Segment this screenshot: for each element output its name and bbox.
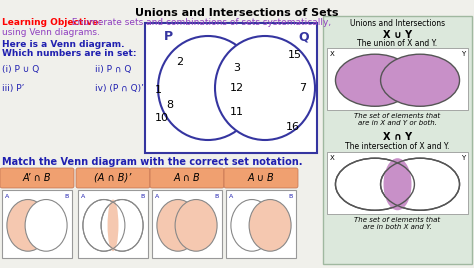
FancyBboxPatch shape xyxy=(323,16,472,264)
Text: Q: Q xyxy=(298,30,309,43)
Ellipse shape xyxy=(336,54,414,106)
Text: iii) P’: iii) P’ xyxy=(2,84,24,93)
Ellipse shape xyxy=(108,199,118,251)
Text: Which numbers are in set:: Which numbers are in set: xyxy=(2,49,137,58)
Text: Y: Y xyxy=(461,51,465,57)
Text: A ∪ B: A ∪ B xyxy=(247,173,274,183)
Ellipse shape xyxy=(215,36,315,140)
Text: B: B xyxy=(289,194,293,199)
Text: B: B xyxy=(65,194,69,199)
Text: B: B xyxy=(215,194,219,199)
FancyBboxPatch shape xyxy=(152,190,222,258)
FancyBboxPatch shape xyxy=(0,168,74,188)
Text: 1: 1 xyxy=(155,85,162,95)
Ellipse shape xyxy=(157,199,199,251)
Text: B: B xyxy=(141,194,145,199)
Text: ii) P ∩ Q: ii) P ∩ Q xyxy=(95,65,131,74)
FancyBboxPatch shape xyxy=(76,168,150,188)
Text: 15: 15 xyxy=(288,50,302,60)
Text: The union of X and Y.: The union of X and Y. xyxy=(357,39,438,48)
FancyBboxPatch shape xyxy=(327,48,468,110)
Text: using Venn diagrams.: using Venn diagrams. xyxy=(2,28,100,37)
Text: A’ ∩ B: A’ ∩ B xyxy=(23,173,51,183)
Text: iv) (P ∩ Q)’: iv) (P ∩ Q)’ xyxy=(95,84,144,93)
FancyBboxPatch shape xyxy=(78,190,148,258)
Text: A: A xyxy=(229,194,233,199)
Text: Match the Venn diagram with the correct set notation.: Match the Venn diagram with the correct … xyxy=(2,157,302,167)
Ellipse shape xyxy=(231,199,273,251)
Text: Unions and Intersections of Sets: Unions and Intersections of Sets xyxy=(135,8,339,18)
FancyBboxPatch shape xyxy=(226,190,296,258)
Text: P: P xyxy=(164,30,173,43)
Text: X ∩ Y: X ∩ Y xyxy=(383,132,412,142)
Text: X ∪ Y: X ∪ Y xyxy=(383,30,412,40)
Ellipse shape xyxy=(383,158,411,210)
Text: 8: 8 xyxy=(166,100,173,110)
Text: Here is a Venn diagram.: Here is a Venn diagram. xyxy=(2,40,125,49)
Text: 10: 10 xyxy=(155,113,169,123)
Ellipse shape xyxy=(25,199,67,251)
Ellipse shape xyxy=(381,158,459,210)
Text: X: X xyxy=(330,155,335,161)
Ellipse shape xyxy=(7,199,49,251)
Text: 7: 7 xyxy=(300,83,307,93)
Text: The set of elements that
are in both X and Y.: The set of elements that are in both X a… xyxy=(355,217,440,230)
Text: 2: 2 xyxy=(176,57,183,67)
Text: (A ∩ B)’: (A ∩ B)’ xyxy=(94,173,132,183)
Ellipse shape xyxy=(101,199,143,251)
Text: A: A xyxy=(5,194,9,199)
Text: A ∩ B: A ∩ B xyxy=(173,173,201,183)
Text: The intersection of X and Y.: The intersection of X and Y. xyxy=(346,142,450,151)
Text: 3: 3 xyxy=(234,63,240,73)
Ellipse shape xyxy=(381,54,459,106)
Text: 12: 12 xyxy=(230,83,244,93)
Ellipse shape xyxy=(158,36,258,140)
Text: X: X xyxy=(330,51,335,57)
FancyBboxPatch shape xyxy=(2,190,72,258)
Text: 11: 11 xyxy=(230,107,244,117)
Text: Unions and Intersections: Unions and Intersections xyxy=(350,19,445,28)
Text: A: A xyxy=(81,194,85,199)
Text: Y: Y xyxy=(461,155,465,161)
FancyBboxPatch shape xyxy=(150,168,224,188)
Text: Enumerate sets and combinations of sets systematically,: Enumerate sets and combinations of sets … xyxy=(69,18,331,27)
Ellipse shape xyxy=(249,199,291,251)
Text: A: A xyxy=(155,194,159,199)
Ellipse shape xyxy=(175,199,217,251)
Ellipse shape xyxy=(336,158,414,210)
Text: 16: 16 xyxy=(286,122,300,132)
Text: Learning Objective:: Learning Objective: xyxy=(2,18,102,27)
Text: The set of elements that
are in X and Y or both.: The set of elements that are in X and Y … xyxy=(355,113,440,126)
FancyBboxPatch shape xyxy=(327,152,468,214)
Text: (i) P ∪ Q: (i) P ∪ Q xyxy=(2,65,39,74)
Ellipse shape xyxy=(83,199,125,251)
FancyBboxPatch shape xyxy=(145,23,317,153)
FancyBboxPatch shape xyxy=(224,168,298,188)
